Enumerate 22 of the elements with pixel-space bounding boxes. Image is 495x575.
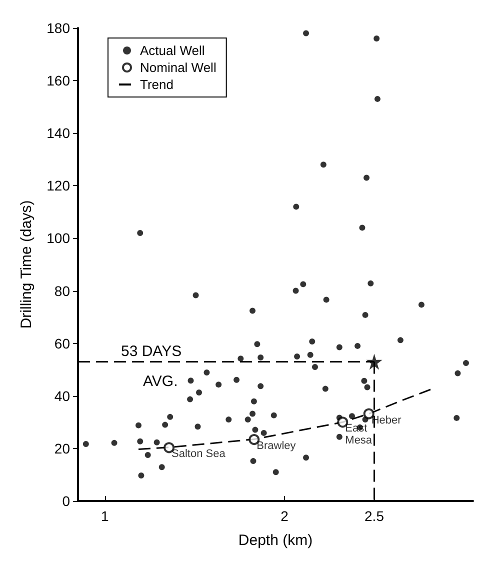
y-axis-title: Drilling Time (days) — [18, 200, 35, 329]
y-tick-label: 100 — [46, 230, 70, 246]
annotation: AVG. — [143, 373, 178, 390]
data-label: Salton Sea — [172, 448, 226, 460]
x-tick-label: 2.5 — [364, 508, 384, 524]
x-tick-label: 2 — [280, 508, 289, 524]
y-tick-label: 20 — [54, 440, 70, 456]
y-tick-label: 0 — [62, 493, 70, 509]
legend-label: Nominal Well — [140, 60, 216, 75]
legend-label: Actual Well — [140, 43, 205, 58]
y-tick-label: 60 — [54, 335, 70, 352]
y-tick-label: 40 — [54, 388, 70, 404]
annotation: 53 DAYS — [121, 343, 182, 360]
y-tick-label: 160 — [46, 72, 70, 89]
x-axis-title: Depth (km) — [238, 532, 313, 549]
y-tick-label: 120 — [46, 178, 70, 194]
y-tick-label: 80 — [54, 282, 70, 299]
legend-label: Trend — [140, 77, 174, 92]
y-tick-label: 140 — [46, 125, 70, 142]
x-tick-label: 1 — [101, 508, 110, 524]
y-tick-label: 180 — [46, 20, 70, 36]
data-label: Brawley — [256, 440, 296, 452]
